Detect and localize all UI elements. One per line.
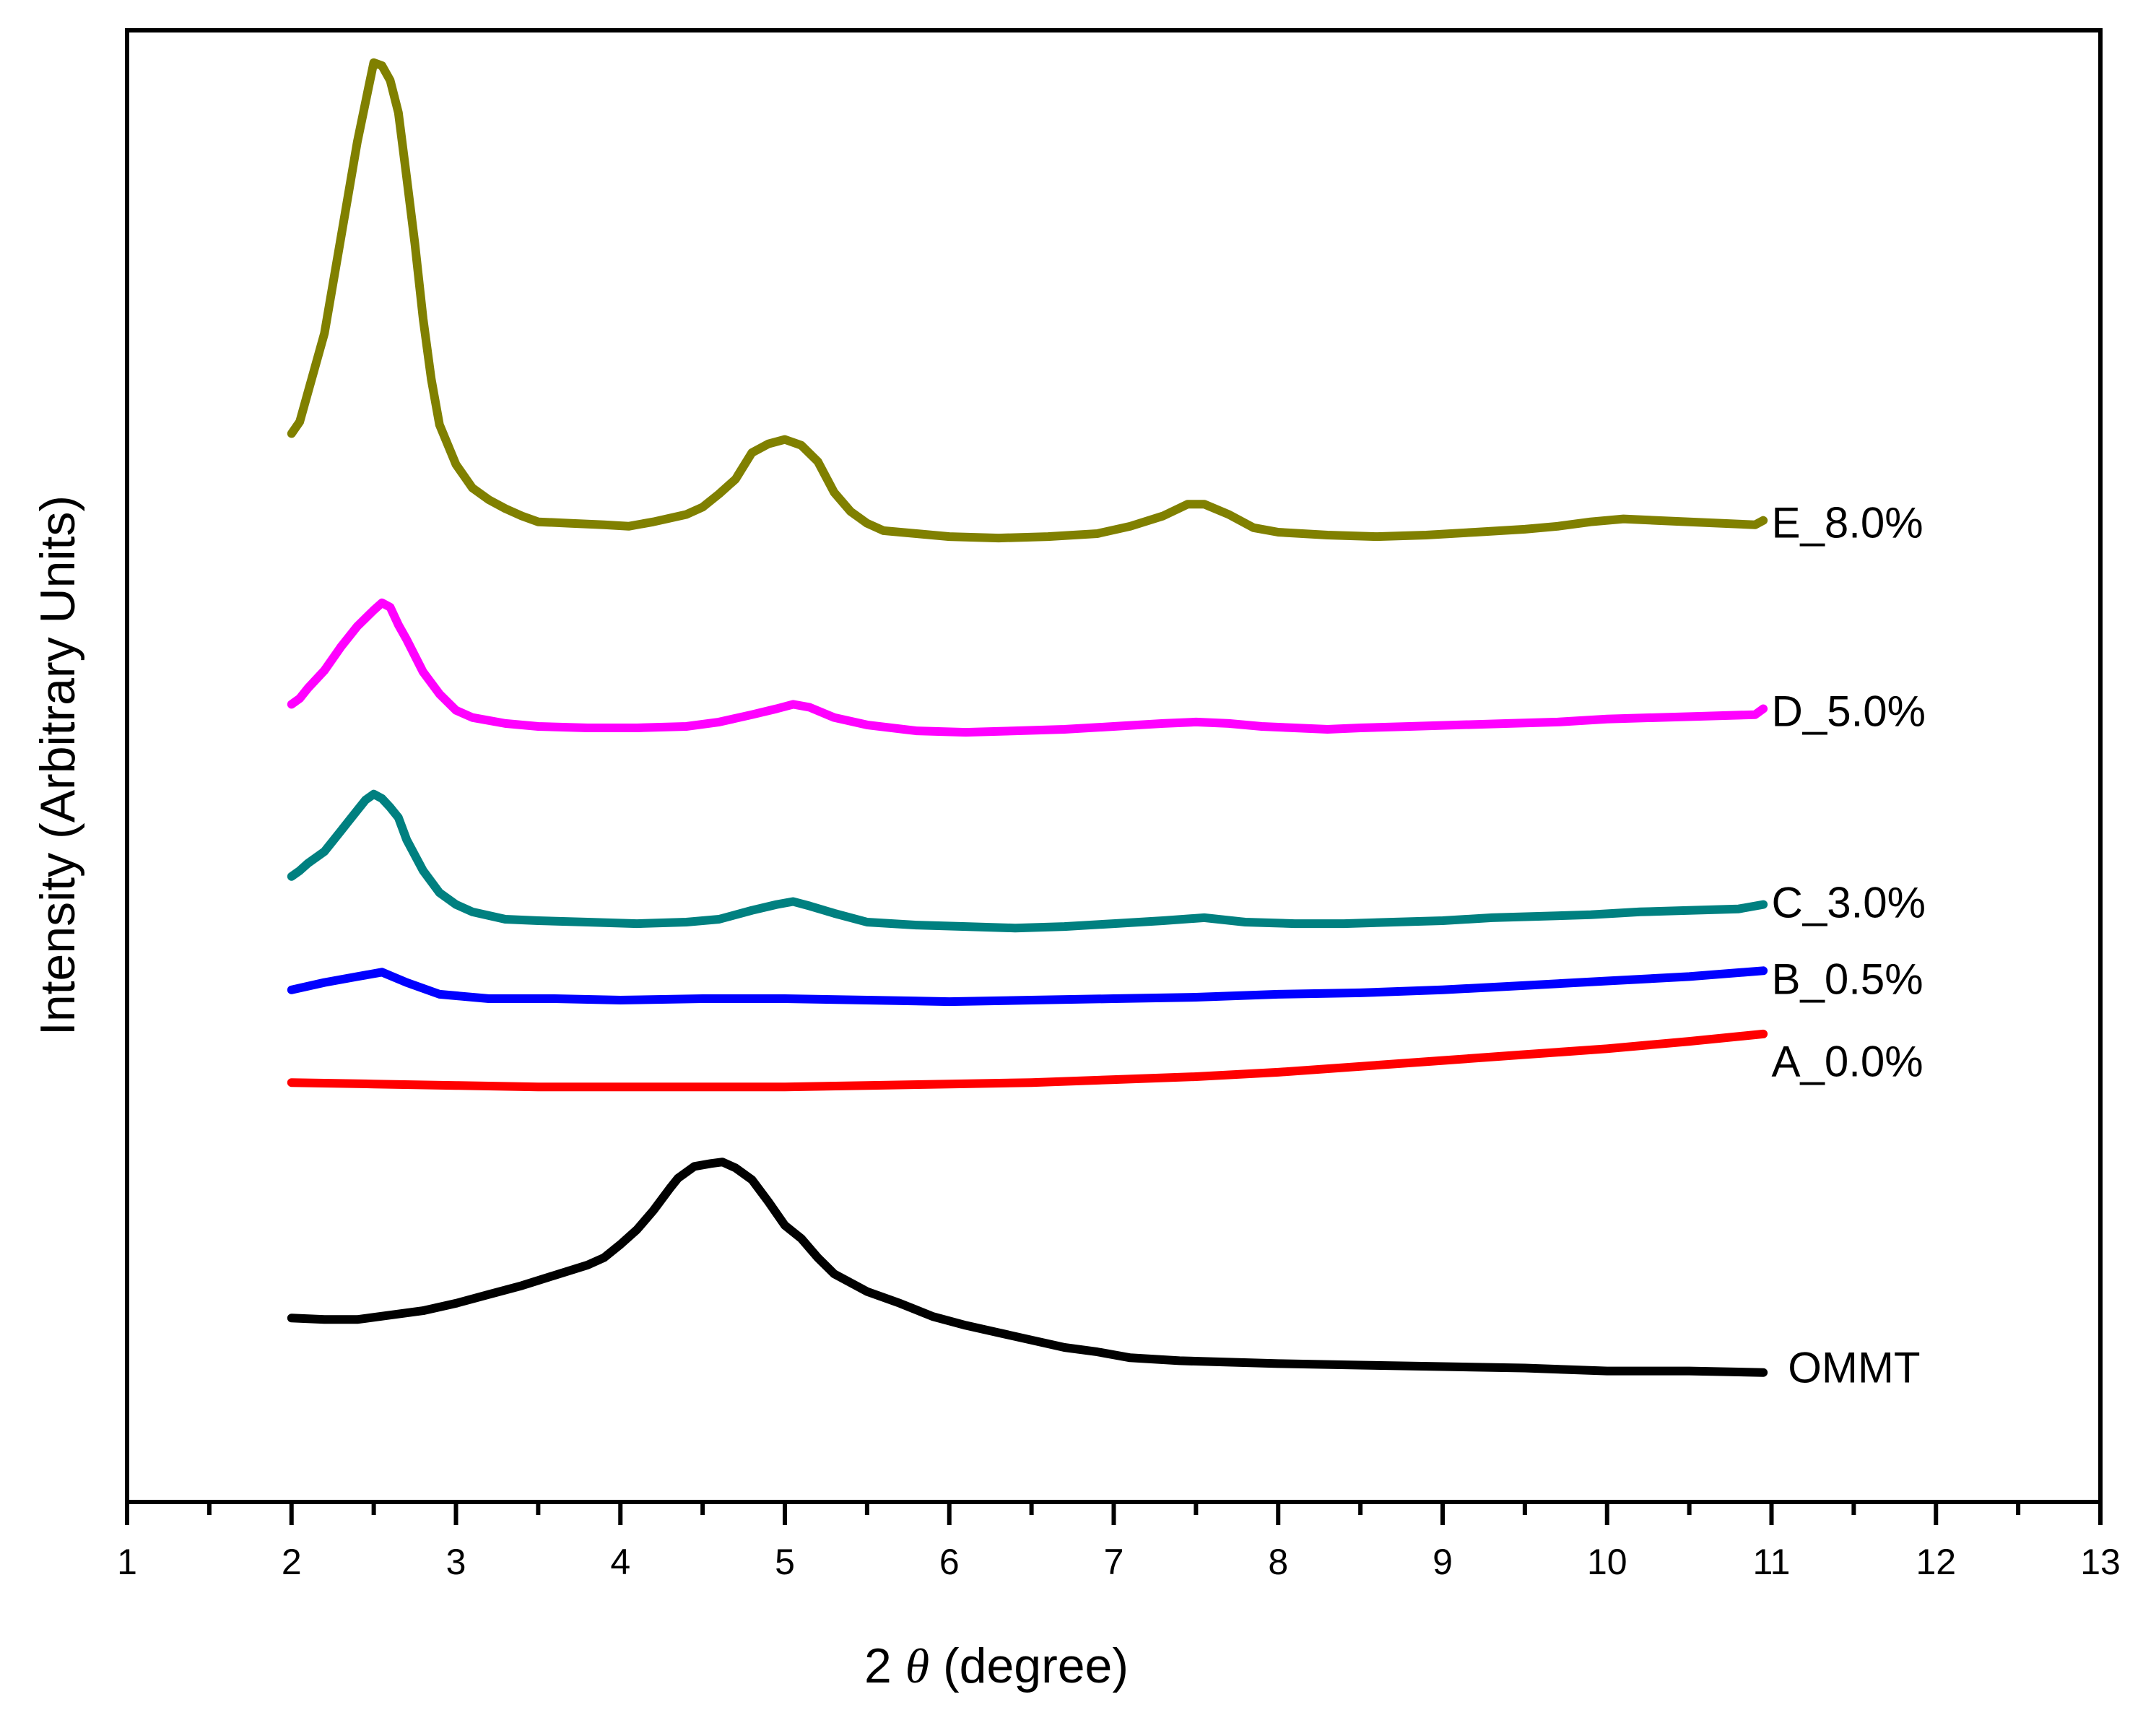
x-axis-title: 2 θ (degree) [864,1638,1129,1693]
x-axis-title-prefix: 2 [864,1638,905,1693]
x-tick-label: 10 [1587,1542,1627,1582]
x-tick-label: 1 [117,1542,137,1582]
x-tick-label: 4 [610,1542,630,1582]
x-tick-label: 11 [1753,1542,1791,1582]
series-line-c-3-0 [287,789,1768,933]
x-tick-label: 5 [775,1542,795,1582]
series-label-c-3-0: C_3.0% [1772,878,1926,926]
y-axis-title: Intensity (Arbitrary Units) [30,495,85,1035]
x-tick-label: 6 [939,1542,960,1582]
series-label-b-0-5: B_0.5% [1772,955,1924,1003]
x-tick-label: 8 [1268,1542,1288,1582]
series-line-b-0-5 [287,966,1768,1007]
series-layer [287,58,1768,1377]
series-label-e-8-0: E_8.0% [1772,499,1924,547]
series-label-a-0-0: A_0.0% [1772,1038,1924,1086]
x-tick-label: 3 [446,1542,466,1582]
x-tick-label: 7 [1104,1542,1124,1582]
series-line-d-5-0 [287,598,1768,737]
x-tick-label: 12 [1916,1542,1956,1582]
series-label-ommt: OMMT [1788,1343,1920,1391]
x-axis-ticks: 1 2 3 4 5 6 7 8 9 10 11 12 13 [117,1502,2121,1582]
x-tick-label: 13 [2080,1542,2121,1582]
x-axis-title-suffix: (degree) [929,1638,1129,1693]
series-line-ommt [287,1158,1768,1377]
series-label-d-5-0: D_5.0% [1772,687,1926,736]
x-tick-label: 9 [1433,1542,1453,1582]
series-line-e-8-0 [287,58,1768,543]
series-line-a-0-0 [287,1029,1768,1092]
x-tick-label: 2 [282,1542,302,1582]
x-axis-title-theta: θ [905,1638,929,1693]
series-labels: E_8.0% D_5.0% C_3.0% B_0.5% A_0.0% OMMT [1772,499,1926,1392]
